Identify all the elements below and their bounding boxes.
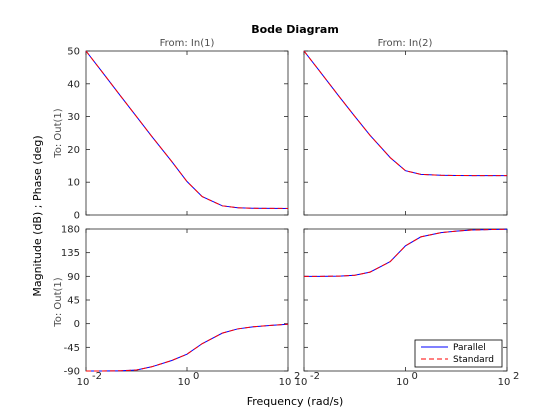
y-tick-label-phase-1--45: -45 — [64, 343, 80, 354]
x-tick-label-phase-2-0: 10 — [295, 377, 308, 388]
x-tick-exponent-phase-1-2: 2 — [294, 371, 300, 382]
chart-title: Bode Diagram — [251, 23, 339, 36]
series-line-standard-magnitude-1 — [85, 50, 289, 209]
y-tick-label-magnitude-1-10: 10 — [67, 178, 80, 189]
y-tick-label-magnitude-1-40: 40 — [67, 79, 80, 90]
y-tick-label-phase-1--90: -90 — [64, 367, 80, 378]
y-tick-label-magnitude-1-0: 0 — [74, 211, 80, 222]
series-line-standard-phase-2 — [304, 228, 508, 277]
y-tick-label-phase-1-45: 45 — [67, 296, 80, 307]
column-title-in2: From: In(2) — [378, 38, 433, 49]
x-tick-exponent-phase-1-0: -2 — [92, 371, 102, 382]
x-tick-label-phase-1-2: 10 — [279, 377, 292, 388]
legend-label-parallel: Parallel — [453, 343, 486, 353]
y-tick-label-magnitude-1-20: 20 — [67, 145, 80, 156]
row-label-phase: To: Out(1) — [53, 277, 64, 327]
x-tick-exponent-phase-2-2: 2 — [513, 371, 519, 382]
legend: Parallel Standard — [414, 339, 503, 368]
column-title-in1: From: In(1) — [160, 38, 215, 49]
x-tick-label-phase-1-0: 10 — [77, 377, 90, 388]
x-tick-exponent-phase-2-1: 0 — [412, 371, 418, 382]
series-line-standard-magnitude-2 — [303, 50, 507, 177]
series-line-standard-phase-1 — [86, 323, 289, 372]
y-tick-label-magnitude-1-30: 30 — [67, 112, 80, 123]
x-tick-exponent-phase-1-1: 0 — [193, 371, 199, 382]
legend-label-standard: Standard — [453, 355, 494, 365]
x-tick-exponent-phase-2-0: -2 — [310, 371, 320, 382]
panel-magnitude-1: 0 10 20 30 40 50 — [67, 47, 289, 222]
x-axis-label: Frequency (rad/s) — [247, 395, 344, 408]
y-tick-label-phase-1-135: 135 — [61, 248, 80, 259]
y-axis-label: Magnitude (dB) ; Phase (deg) — [31, 135, 44, 296]
panel-frame-magnitude-2 — [303, 50, 508, 216]
panel-frame-magnitude-1 — [85, 50, 289, 216]
y-tick-label-phase-1-180: 180 — [61, 225, 80, 236]
y-tick-label-magnitude-1-50: 50 — [67, 47, 80, 58]
y-tick-label-phase-1-90: 90 — [67, 272, 80, 283]
x-tick-label-phase-1-1: 10 — [178, 377, 191, 388]
legend-box — [414, 339, 503, 368]
panel-magnitude-2 — [303, 50, 508, 216]
x-tick-label-phase-2-1: 10 — [396, 377, 409, 388]
y-tick-label-phase-1-0: 0 — [74, 319, 80, 330]
x-tick-label-phase-2-2: 10 — [498, 377, 511, 388]
row-label-magnitude: To: Out(1) — [53, 108, 64, 158]
panels-layer: 01020304050-90-450459013518010-210010210… — [61, 47, 519, 389]
panel-frame-phase-1 — [85, 228, 289, 372]
